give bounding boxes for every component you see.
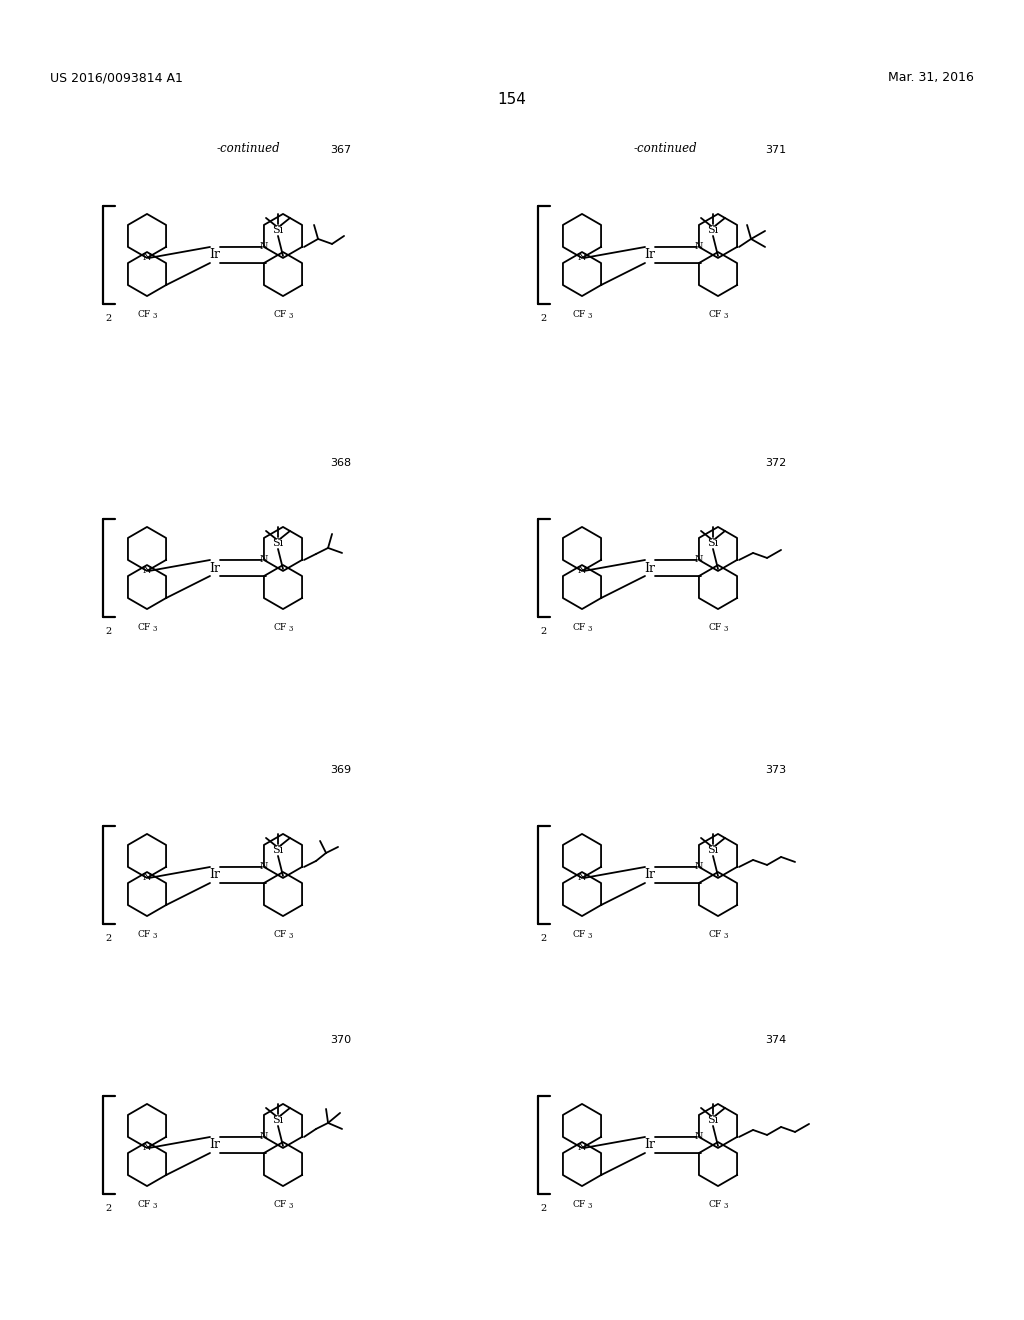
Text: CF: CF [709, 929, 722, 939]
Text: -continued: -continued [633, 141, 696, 154]
Text: CF: CF [572, 929, 586, 939]
Text: N: N [694, 556, 703, 565]
Text: 3: 3 [289, 1203, 293, 1210]
Text: N: N [142, 253, 152, 263]
Text: 2: 2 [105, 1204, 112, 1213]
Text: Si: Si [272, 539, 284, 548]
Text: CF: CF [137, 1200, 151, 1209]
Text: 3: 3 [153, 1203, 158, 1210]
Text: N: N [260, 1133, 268, 1142]
Text: CF: CF [137, 929, 151, 939]
Text: N: N [578, 253, 587, 263]
Text: Si: Si [272, 224, 284, 235]
Text: 374: 374 [765, 1035, 786, 1045]
Text: CF: CF [137, 623, 151, 631]
Text: 2: 2 [540, 314, 546, 323]
Text: US 2016/0093814 A1: US 2016/0093814 A1 [50, 71, 183, 84]
Text: 373: 373 [765, 766, 786, 775]
Text: Si: Si [708, 224, 719, 235]
Text: N: N [694, 862, 703, 871]
Text: Ir: Ir [644, 1138, 655, 1151]
Text: N: N [260, 243, 268, 251]
Text: Ir: Ir [210, 1138, 220, 1151]
Text: Si: Si [272, 845, 284, 855]
Text: Si: Si [708, 539, 719, 548]
Text: N: N [578, 1143, 587, 1152]
Text: N: N [260, 556, 268, 565]
Text: N: N [694, 243, 703, 251]
Text: N: N [578, 566, 587, 576]
Text: N: N [142, 1143, 152, 1152]
Text: 3: 3 [289, 932, 293, 940]
Text: N: N [142, 874, 152, 883]
Text: 367: 367 [330, 145, 351, 154]
Text: Si: Si [708, 1115, 719, 1125]
Text: 371: 371 [765, 145, 786, 154]
Text: 3: 3 [724, 1203, 728, 1210]
Text: CF: CF [273, 1200, 287, 1209]
Text: CF: CF [572, 1200, 586, 1209]
Text: Ir: Ir [644, 561, 655, 574]
Text: CF: CF [709, 310, 722, 318]
Text: N: N [694, 1133, 703, 1142]
Text: 154: 154 [498, 92, 526, 107]
Text: -continued: -continued [216, 141, 280, 154]
Text: 372: 372 [765, 458, 786, 469]
Text: CF: CF [709, 1200, 722, 1209]
Text: 3: 3 [724, 626, 728, 634]
Text: N: N [260, 862, 268, 871]
Text: CF: CF [273, 623, 287, 631]
Text: CF: CF [572, 310, 586, 318]
Text: 3: 3 [588, 312, 592, 319]
Text: 3: 3 [289, 312, 293, 319]
Text: 3: 3 [588, 626, 592, 634]
Text: 2: 2 [540, 935, 546, 942]
Text: 3: 3 [289, 626, 293, 634]
Text: 2: 2 [105, 314, 112, 323]
Text: Mar. 31, 2016: Mar. 31, 2016 [888, 71, 974, 84]
Text: 368: 368 [330, 458, 351, 469]
Text: CF: CF [137, 310, 151, 318]
Text: 3: 3 [153, 312, 158, 319]
Text: 2: 2 [105, 627, 112, 636]
Text: N: N [142, 566, 152, 576]
Text: 2: 2 [105, 935, 112, 942]
Text: 3: 3 [724, 932, 728, 940]
Text: Ir: Ir [210, 248, 220, 261]
Text: Ir: Ir [210, 561, 220, 574]
Text: Ir: Ir [644, 869, 655, 882]
Text: CF: CF [273, 310, 287, 318]
Text: Ir: Ir [210, 869, 220, 882]
Text: N: N [578, 874, 587, 883]
Text: 3: 3 [153, 626, 158, 634]
Text: 369: 369 [330, 766, 351, 775]
Text: Si: Si [272, 1115, 284, 1125]
Text: Ir: Ir [644, 248, 655, 261]
Text: 3: 3 [153, 932, 158, 940]
Text: CF: CF [273, 929, 287, 939]
Text: 3: 3 [588, 1203, 592, 1210]
Text: Si: Si [708, 845, 719, 855]
Text: 3: 3 [588, 932, 592, 940]
Text: CF: CF [709, 623, 722, 631]
Text: 2: 2 [540, 627, 546, 636]
Text: 2: 2 [540, 1204, 546, 1213]
Text: 370: 370 [330, 1035, 351, 1045]
Text: 3: 3 [724, 312, 728, 319]
Text: CF: CF [572, 623, 586, 631]
